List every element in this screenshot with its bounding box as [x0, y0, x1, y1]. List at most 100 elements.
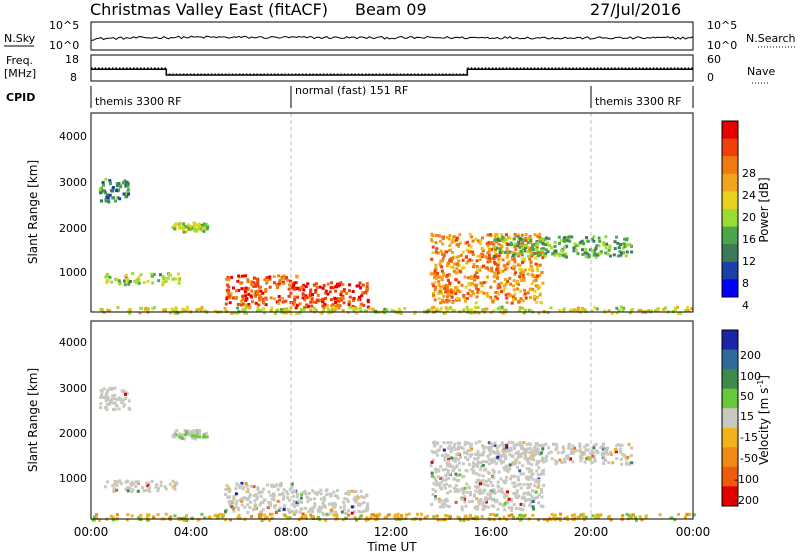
- power-cell-r0: [109, 181, 112, 185]
- velocity-cell-r3: [272, 495, 276, 498]
- power-cell-r5: [430, 233, 434, 237]
- velocity-cell-r1: [103, 485, 107, 489]
- power-cell-r6: [616, 241, 620, 245]
- velocity-cell-r5: [454, 447, 458, 451]
- velocity-cell-r7: [480, 515, 484, 519]
- power-cell-r4: [309, 300, 313, 304]
- power-cell-r5: [482, 281, 486, 285]
- power-cell-r4: [302, 288, 306, 292]
- velocity-cell-r5: [458, 473, 462, 477]
- power-cell-r4: [342, 301, 346, 305]
- velocity-cell-r7: [581, 512, 585, 516]
- velocity-cell-r2: [183, 437, 186, 441]
- power-cell-r5: [459, 253, 463, 257]
- velocity-cell-r7: [555, 516, 559, 520]
- power-cell-r7: [628, 311, 632, 315]
- power-cell-r5: [432, 284, 436, 288]
- velocity-cell-r5: [457, 479, 460, 482]
- power-cell-r6: [517, 240, 521, 244]
- velocity-cell-r6: [512, 462, 516, 466]
- power-cell-r6: [535, 243, 538, 247]
- velocity-cell-r6: [606, 452, 610, 456]
- velocity-cell-r4: [313, 502, 317, 505]
- velocity-cell-r5: [442, 505, 446, 509]
- power-cell-r5: [524, 236, 528, 240]
- power-cb-tick-8: 8: [742, 277, 749, 290]
- power-cell-r5: [512, 267, 516, 271]
- velocity-cell-r6: [513, 443, 517, 447]
- power-cell-r0: [98, 187, 102, 191]
- power-cell-r4: [362, 303, 366, 307]
- power-cell-r6: [625, 250, 629, 254]
- velocity-cell-r6: [509, 446, 513, 450]
- velocity-cell-r5: [475, 472, 478, 476]
- power-cell-r4: [357, 284, 361, 288]
- vel-cb-tick-100: 100: [740, 370, 761, 383]
- power-cell-r7: [197, 307, 201, 311]
- power-cell-r7: [466, 308, 470, 312]
- velocity-cell-r7: [236, 516, 240, 520]
- velocity-cell-r7: [559, 512, 562, 516]
- velocity-cell-r3: [286, 508, 290, 512]
- velocity-cell-r5: [538, 444, 542, 447]
- velocity-cell-r6: [562, 450, 566, 453]
- power-cell-r5: [526, 245, 530, 249]
- velocity-cell-r5: [477, 473, 481, 477]
- power-cell-r5: [460, 283, 464, 287]
- velocity-cell-r4: [366, 504, 369, 508]
- power-cell-r4: [321, 297, 325, 301]
- power-cell-r5: [513, 232, 517, 236]
- velocity-cell-r5: [448, 484, 451, 488]
- velocity-cell-r5: [540, 443, 544, 447]
- power-cell-r6: [563, 254, 567, 258]
- velocity-cell-r0: [105, 394, 109, 398]
- velocity-cell-r5: [455, 464, 459, 468]
- power-cell-r5: [540, 271, 544, 274]
- power-cell-r5: [438, 289, 442, 293]
- power-cell-r5: [440, 265, 444, 269]
- power-cell-r5: [519, 289, 522, 293]
- velocity-cell-r5: [530, 472, 534, 476]
- velocity-cell-r5: [478, 488, 482, 492]
- velocity-cell-r7: [286, 515, 290, 519]
- freq-ytick-top: 18: [65, 53, 79, 66]
- velocity-cell-r5: [444, 468, 448, 471]
- velocity-cell-r4: [362, 501, 366, 505]
- velocity-cell-r5: [463, 500, 467, 504]
- velocity-cell-r7: [673, 518, 677, 522]
- velocity-cell-r5: [443, 458, 447, 462]
- velocity-cell-r7: [425, 514, 429, 518]
- power-cell-r5: [492, 256, 496, 260]
- velocity-cell-r0: [108, 386, 112, 390]
- power-data-layer: [98, 177, 694, 315]
- power-cell-r7: [518, 309, 521, 313]
- power-cell-r1: [127, 282, 131, 286]
- velocity-cell-r7: [522, 514, 526, 518]
- velocity-cell-r5: [470, 442, 473, 446]
- power-cell-r5: [436, 271, 439, 275]
- power-cell-r7: [168, 311, 172, 315]
- velocity-cell-r7: [344, 516, 348, 520]
- date-title: 27/Jul/2016: [590, 0, 681, 19]
- velocity-cell-r0: [121, 398, 125, 402]
- power-cell-r3: [256, 282, 260, 286]
- velocity-cell-r5: [430, 474, 434, 478]
- power-cell-r3: [268, 275, 272, 279]
- velocity-cell-r7: [270, 512, 274, 516]
- velocity-cell-r5: [536, 485, 540, 489]
- velocity-cell-r7: [374, 514, 378, 518]
- velocity-cell-r7: [270, 516, 274, 520]
- power-cell-r5: [433, 288, 437, 292]
- power-cell-r6: [576, 243, 580, 247]
- power-cell-r7: [230, 311, 234, 315]
- power-cell-r5: [473, 274, 477, 278]
- power-cell-r5: [457, 255, 461, 258]
- velocity-cell-r5: [531, 489, 534, 493]
- velocity-cell-r3: [240, 499, 244, 503]
- velocity-cell-r6: [550, 457, 554, 461]
- power-cell-r4: [302, 306, 306, 310]
- power-cell-r0: [119, 184, 123, 188]
- power-cb-tick-12: 12: [742, 255, 756, 268]
- velocity-cell-r0: [117, 396, 121, 400]
- velocity-cell-r7: [432, 516, 436, 520]
